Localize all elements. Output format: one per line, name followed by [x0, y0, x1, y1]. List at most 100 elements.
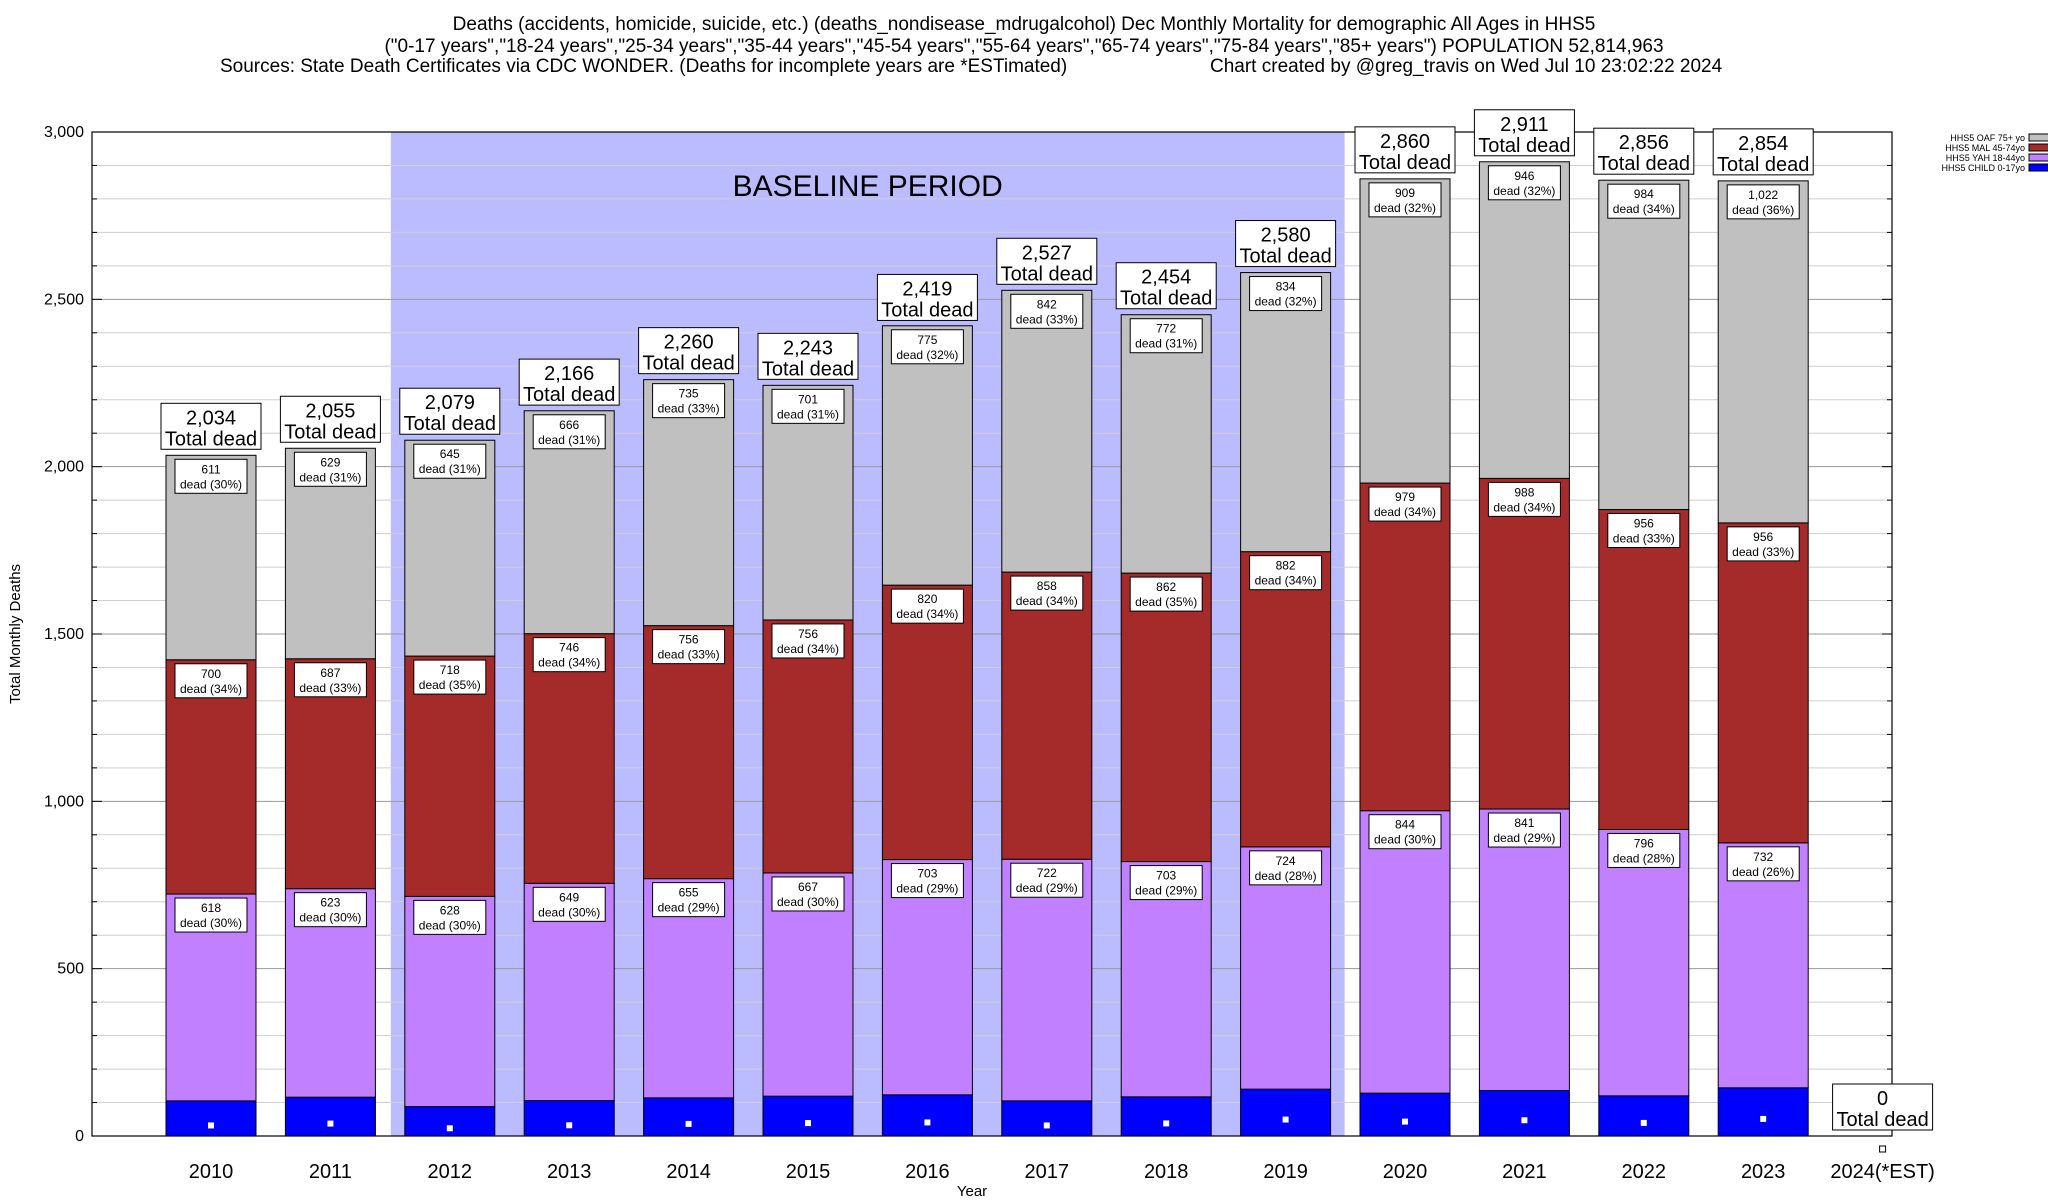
total-caption: Total dead: [1359, 152, 1451, 174]
total-value: 2,034: [186, 407, 236, 429]
segment-label-box: [532, 414, 606, 450]
segment-label-box: [1249, 276, 1323, 312]
bar-segment: [1717, 180, 1809, 524]
segment-label-pct: dead (33%): [1613, 532, 1675, 546]
segment-label-box: [174, 897, 248, 933]
segment-label-pct: dead (29%): [1135, 884, 1197, 898]
bar-segment: [1478, 1089, 1570, 1137]
segment-label-pct: dead (36%): [1732, 203, 1794, 217]
segment-label-value: 703: [1156, 869, 1176, 883]
total-caption: Total dead: [523, 384, 615, 406]
segment-label-box: [652, 882, 726, 918]
segment-label-pct: dead (30%): [1374, 833, 1436, 847]
segment-label-pct: dead (32%): [1374, 201, 1436, 215]
total-caption: Total dead: [1836, 1109, 1928, 1131]
bar-segment: [881, 859, 973, 1096]
total-value: 0: [1877, 1088, 1888, 1110]
bar-segment: [1120, 572, 1212, 863]
bar-segment: [1120, 861, 1212, 1098]
segment-label-pct: dead (34%): [896, 607, 958, 621]
segment-label-pct: dead (34%): [777, 642, 839, 656]
total-value: 2,527: [1022, 242, 1072, 264]
segment-label-box: [1129, 865, 1203, 901]
segment-label-value: 756: [679, 633, 699, 647]
segment-label-pct: dead (32%): [1493, 184, 1555, 198]
x-tick-label: 2011: [309, 1161, 352, 1183]
segment-label-box: [1726, 526, 1800, 562]
segment-label-value: 862: [1156, 580, 1176, 594]
segment-label-box: [1249, 850, 1323, 886]
child-marker: [685, 1120, 692, 1127]
segment-label-box: [771, 876, 845, 912]
total-caption: Total dead: [762, 358, 854, 380]
segment-label-pct: dead (29%): [896, 882, 958, 896]
segment-label-value: 796: [1634, 836, 1654, 850]
x-tick-label: 2023: [1741, 1161, 1786, 1183]
total-box: [1115, 262, 1217, 310]
segment-label-box: [771, 388, 845, 424]
bar-segment: [1120, 314, 1212, 574]
segment-label-value: 775: [917, 333, 937, 347]
segment-label-value: 946: [1514, 169, 1534, 183]
segment-label-box: [1607, 513, 1681, 549]
plot-frame: [91, 131, 1893, 1137]
child-marker: [327, 1120, 334, 1127]
x-tick-label: 2020: [1383, 1161, 1428, 1183]
child-marker: [1640, 1119, 1647, 1126]
segment-label-box: [1129, 576, 1203, 612]
segment-label-pct: dead (33%): [1732, 545, 1794, 559]
total-box: [638, 327, 740, 375]
segment-label-value: 882: [1276, 559, 1296, 573]
bar-segment: [1598, 828, 1690, 1097]
segment-label-value: 834: [1276, 280, 1296, 294]
bar-segment: [1478, 808, 1570, 1091]
bar-segment: [1001, 289, 1093, 573]
segment-label-value: 628: [440, 903, 460, 917]
y-tick-label: 1,000: [44, 793, 84, 810]
segment-label-box: [1010, 293, 1084, 329]
segment-label-value: 666: [559, 418, 579, 432]
total-box: [1832, 1083, 1934, 1131]
x-tick-label: 2022: [1622, 1161, 1667, 1183]
bar-segment: [762, 384, 854, 621]
segment-label-pct: dead (31%): [538, 433, 600, 447]
bar-segment: [165, 659, 257, 895]
segment-label-pct: dead (35%): [419, 678, 481, 692]
segment-label-pct: dead (29%): [1493, 831, 1555, 845]
bar-segment: [762, 1095, 854, 1137]
segment-label-box: [1487, 165, 1561, 201]
y-tick-label: 0: [75, 1128, 84, 1145]
bar-segment: [1240, 551, 1332, 848]
y-tick-label: 2,000: [44, 459, 84, 476]
total-box: [1473, 109, 1575, 157]
segment-label-pct: dead (30%): [180, 916, 242, 930]
legend-swatch: [2028, 153, 2048, 162]
segment-label-value: 718: [440, 663, 460, 677]
child-marker: [1163, 1120, 1170, 1127]
bar-segment: [1359, 810, 1451, 1094]
child-marker: [446, 1125, 453, 1132]
y-tick-label: 3,000: [44, 124, 84, 141]
bar-segment: [284, 1096, 376, 1137]
segment-label-pct: dead (30%): [538, 905, 600, 919]
total-caption: Total dead: [404, 413, 496, 435]
bar-segment: [1717, 522, 1809, 844]
segment-label-pct: dead (33%): [299, 681, 361, 695]
child-marker: [1760, 1115, 1767, 1122]
bar-segment: [881, 584, 973, 861]
segment-label-value: 820: [917, 592, 937, 606]
segment-label-pct: dead (34%): [1016, 594, 1078, 608]
segment-label-pct: dead (32%): [896, 348, 958, 362]
segment-label-value: 1,022: [1748, 188, 1778, 202]
segment-label-value: 703: [917, 867, 937, 881]
segment-label-value: 724: [1276, 854, 1296, 868]
child-marker: [566, 1122, 573, 1129]
segment-label-box: [293, 892, 367, 928]
bar-segment: [1001, 1100, 1093, 1137]
total-value: 2,079: [425, 392, 475, 414]
child-marker: [1402, 1118, 1408, 1125]
total-value: 2,243: [783, 337, 833, 359]
x-tick-label: 2014: [666, 1161, 711, 1183]
